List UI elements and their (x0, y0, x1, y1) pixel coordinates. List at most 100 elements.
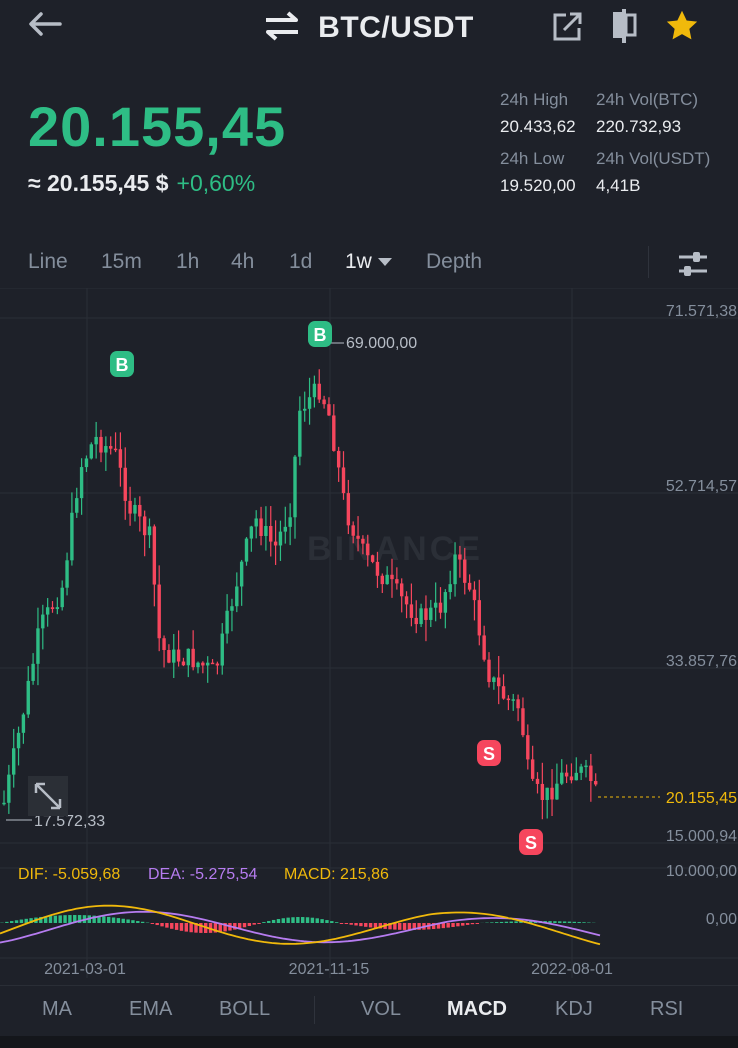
buy-signal-label: B (314, 325, 327, 345)
buy-signal-label: B (116, 355, 129, 375)
star-icon[interactable] (662, 6, 702, 46)
chart-settings-icon[interactable] (676, 248, 710, 285)
macd-bar (14, 920, 19, 923)
back-arrow-icon[interactable] (22, 6, 66, 42)
macd-bar (126, 919, 130, 923)
candle-body (167, 650, 171, 663)
macd-bar (48, 916, 53, 923)
tab-4h[interactable]: 4h (231, 250, 255, 273)
macd-bar (582, 922, 586, 923)
fullscreen-icon[interactable] (28, 776, 68, 816)
sell-signal-label: S (483, 744, 495, 764)
candle-body (516, 699, 520, 709)
macd-bar (412, 923, 416, 930)
candle-body (26, 680, 30, 715)
indicator-ema[interactable]: EMA (129, 998, 173, 1020)
candle-body (249, 526, 254, 539)
macd-bar (553, 921, 557, 923)
kline-chart[interactable]: BINANCE 71.571,38 52.714,57 33.857,76 15… (0, 288, 738, 988)
share-icon[interactable] (550, 8, 586, 44)
date-axis-label: 2021-03-01 (44, 961, 126, 978)
macd-bar (53, 915, 58, 923)
last-price: 20.155,45 (28, 95, 287, 158)
candle-body (501, 686, 506, 699)
vol-usdt-value: 4,41B (596, 176, 641, 195)
macd-bar (446, 923, 450, 928)
pair-selector[interactable]: BTC/USDT (0, 8, 738, 48)
candle-body (41, 614, 45, 629)
macd-bar (77, 915, 82, 923)
candle-body (419, 608, 423, 625)
macd-bar (431, 923, 436, 930)
macd-bar (495, 922, 499, 923)
macd-bar (276, 919, 281, 923)
macd-bar (257, 923, 261, 924)
indicator-vol[interactable]: VOL (361, 998, 402, 1020)
macd-bar (291, 917, 295, 923)
macd-bar (39, 916, 43, 923)
macd-bar (43, 916, 48, 923)
macd-bar (349, 923, 353, 925)
candle-body (45, 607, 50, 615)
candle-body (332, 415, 336, 451)
candle-body (172, 649, 176, 663)
candle-body (152, 526, 157, 585)
candle-body (589, 765, 593, 782)
indicator-rsi[interactable]: RSI (650, 998, 684, 1020)
low-marker-label: 17.572,33 (34, 813, 105, 830)
macd-bar (237, 923, 242, 929)
candle-body (254, 518, 258, 527)
current-price-tag: 20.155,45 (666, 790, 737, 807)
macd-bar (393, 923, 397, 930)
candle-body (191, 648, 195, 668)
macd-bar (199, 923, 203, 933)
tab-depth[interactable]: Depth (426, 250, 483, 273)
high-marker-label: 69.000,00 (346, 335, 417, 352)
macd-bar (92, 915, 96, 923)
indicator-tabs: MA EMA BOLL VOL MACD KDJ RSI (0, 985, 738, 1036)
indicator-kdj[interactable]: KDJ (555, 998, 593, 1020)
compare-icon[interactable] (606, 8, 642, 44)
macd-bar (296, 917, 300, 923)
indicator-ma[interactable]: MA (42, 998, 72, 1020)
caret-down-icon (372, 250, 394, 273)
tab-line[interactable]: Line (28, 250, 68, 273)
candle-body (7, 774, 11, 803)
candle-body (424, 608, 428, 620)
macd-bar (378, 923, 382, 929)
tab-1w[interactable]: 1w (345, 250, 394, 274)
candle-body (433, 602, 438, 608)
macd-bar (5, 921, 9, 923)
macd-bar (359, 923, 363, 927)
candle-body (133, 504, 137, 514)
macd-bar (165, 923, 169, 928)
macd-bar (320, 919, 324, 923)
macd-bar (548, 921, 552, 923)
candle-body (176, 649, 181, 662)
macd-bar (315, 918, 319, 923)
macd-bar (29, 918, 33, 923)
indicator-boll[interactable]: BOLL (219, 998, 271, 1020)
candle-body (278, 531, 283, 546)
macd-bar (572, 921, 576, 923)
candle-body (467, 582, 472, 590)
macd-axis-label: 0,00 (706, 911, 737, 928)
candle-body (264, 525, 268, 537)
candle-body (128, 500, 132, 514)
macd-bar (218, 923, 222, 933)
candle-body (438, 602, 443, 613)
sell-signal: S (477, 740, 501, 766)
macd-bar (10, 921, 14, 923)
candle-body (210, 662, 215, 665)
indicator-macd[interactable]: MACD (447, 998, 507, 1020)
tab-1d[interactable]: 1d (289, 250, 313, 273)
candle-body (366, 543, 370, 556)
tab-divider (648, 246, 649, 278)
candle-body (322, 399, 326, 405)
candle-body (239, 561, 244, 587)
macd-bar (339, 923, 344, 924)
candle-body (569, 776, 574, 781)
macd-bar (334, 922, 339, 923)
tab-15m[interactable]: 15m (101, 250, 142, 273)
tab-1h[interactable]: 1h (176, 250, 200, 273)
